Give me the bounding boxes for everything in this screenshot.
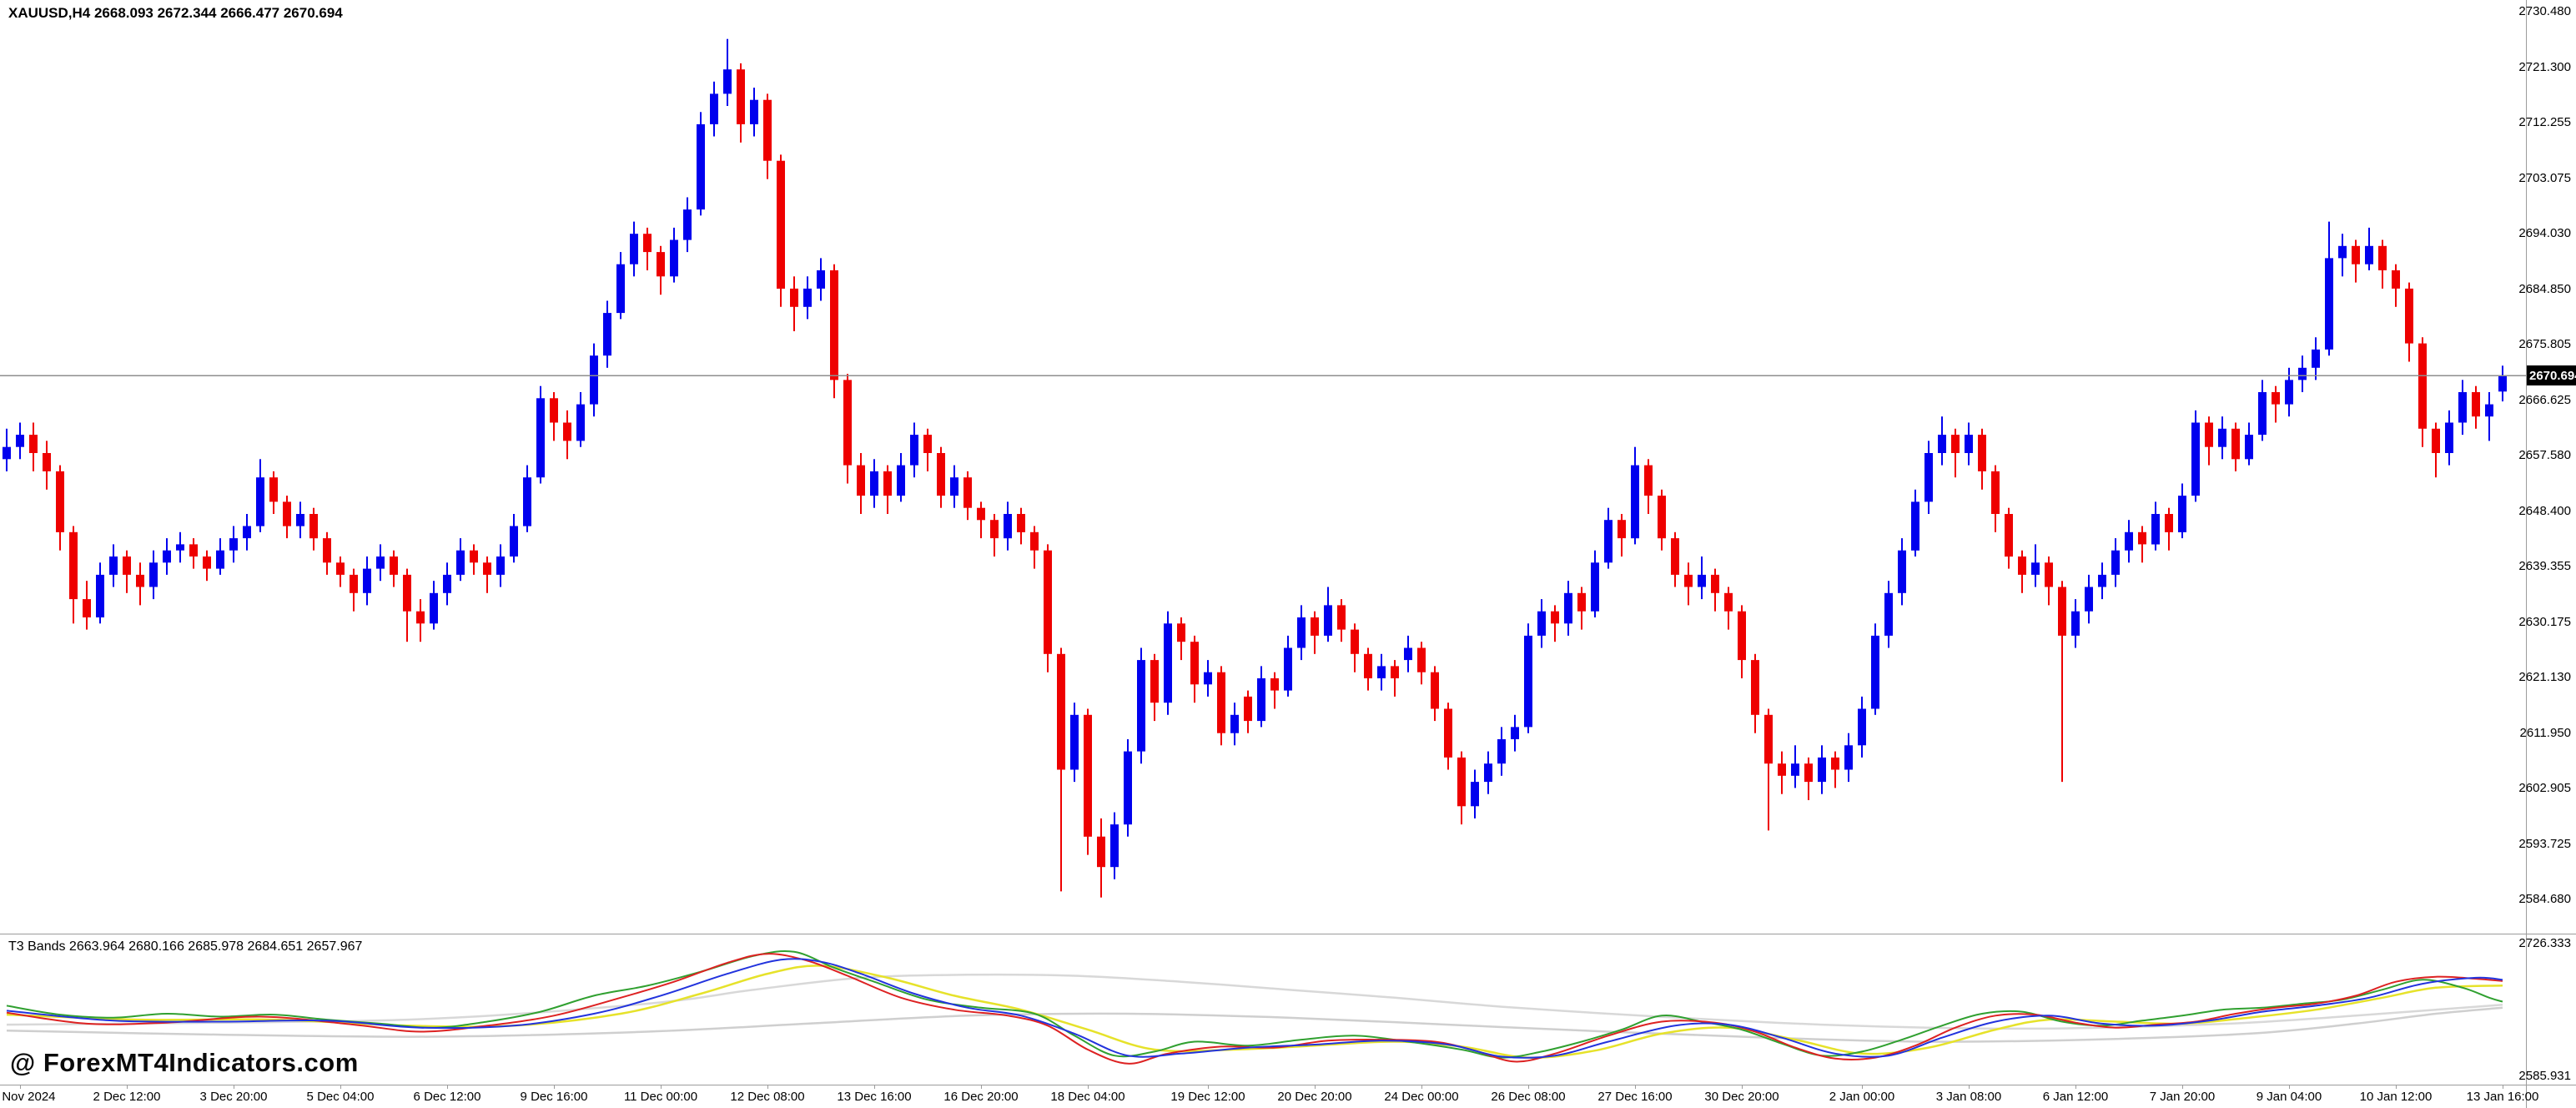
price-axis-label: 2703.075 bbox=[2518, 171, 2571, 185]
time-axis-label: 7 Jan 20:00 bbox=[2149, 1090, 2216, 1104]
time-axis-tick bbox=[340, 1085, 341, 1089]
time-axis-tick bbox=[1862, 1085, 1863, 1089]
price-axis-label: 2639.355 bbox=[2518, 559, 2571, 573]
time-axis-tick bbox=[767, 1085, 768, 1089]
time-axis-label: 19 Dec 12:00 bbox=[1170, 1090, 1245, 1104]
time-axis-tick bbox=[661, 1085, 662, 1089]
time-axis-tick bbox=[447, 1085, 448, 1089]
time-axis-tick bbox=[127, 1085, 128, 1089]
time-axis-tick bbox=[1088, 1085, 1089, 1089]
time-axis-tick bbox=[20, 1085, 21, 1089]
time-axis-label: 13 Jan 16:00 bbox=[2466, 1090, 2539, 1104]
time-axis-label: 12 Dec 08:00 bbox=[730, 1090, 805, 1104]
time-axis-tick bbox=[2182, 1085, 2183, 1089]
t3-blue-line bbox=[6, 958, 2503, 1059]
band-upper-gray-line bbox=[6, 973, 2503, 1030]
indicator-title: T3 Bands 2663.964 2680.166 2685.978 2684… bbox=[8, 939, 363, 954]
main-price-chart[interactable] bbox=[0, 0, 2526, 934]
time-axis-tick bbox=[2396, 1085, 2397, 1089]
time-axis-label: 24 Dec 00:00 bbox=[1384, 1090, 1459, 1104]
indicator-axis-label: 2726.333 bbox=[2518, 936, 2571, 950]
time-axis-label: 2 Jan 00:00 bbox=[1829, 1090, 1895, 1104]
time-axis-label: 16 Dec 20:00 bbox=[943, 1090, 1019, 1104]
price-axis-label: 2666.625 bbox=[2518, 393, 2571, 407]
time-axis-label: 9 Jan 04:00 bbox=[2256, 1090, 2322, 1104]
price-axis-label: 2621.130 bbox=[2518, 670, 2571, 684]
time-axis-tick bbox=[1528, 1085, 1529, 1089]
current-price-tag: 2670.694 bbox=[2527, 365, 2576, 385]
time-axis-label: 3 Jan 08:00 bbox=[1935, 1090, 2002, 1104]
time-axis-tick bbox=[874, 1085, 875, 1089]
time-axis-label: 18 Dec 04:00 bbox=[1050, 1090, 1125, 1104]
axis-border bbox=[2526, 0, 2527, 1108]
time-axis-label: 26 Dec 08:00 bbox=[1491, 1090, 1566, 1104]
time-axis-label: 6 Dec 12:00 bbox=[413, 1090, 481, 1104]
time-axis-label: 11 Dec 00:00 bbox=[623, 1090, 698, 1104]
time-axis-tick bbox=[981, 1085, 982, 1089]
time-axis-tick bbox=[2075, 1085, 2076, 1089]
time-axis-label: 3 Dec 20:00 bbox=[199, 1090, 268, 1104]
price-axis-label: 2694.030 bbox=[2518, 226, 2571, 240]
t3-green-line bbox=[6, 949, 2503, 1059]
price-axis-label: 2630.175 bbox=[2518, 615, 2571, 629]
time-axis-tick bbox=[2289, 1085, 2290, 1089]
indicator-axis-label: 2585.931 bbox=[2518, 1069, 2571, 1083]
time-axis-label: 5 Dec 04:00 bbox=[306, 1090, 375, 1104]
time-axis-label: 2 Dec 12:00 bbox=[93, 1090, 161, 1104]
time-axis-label: 30 Dec 20:00 bbox=[1704, 1090, 1779, 1104]
price-axis-label: 2648.400 bbox=[2518, 504, 2571, 518]
price-axis-label: 2721.300 bbox=[2518, 60, 2571, 74]
time-axis-tick bbox=[1315, 1085, 1316, 1089]
time-axis-label: 10 Jan 12:00 bbox=[2359, 1090, 2433, 1104]
time-axis-label: 13 Dec 16:00 bbox=[837, 1090, 912, 1104]
time-axis-label: 29 Nov 2024 bbox=[0, 1090, 56, 1104]
time-axis-tick bbox=[1421, 1085, 1422, 1089]
price-axis-label: 2675.805 bbox=[2518, 337, 2571, 351]
price-axis-label: 2657.580 bbox=[2518, 448, 2571, 462]
price-axis-label: 2593.725 bbox=[2518, 837, 2571, 851]
price-axis-label: 2684.850 bbox=[2518, 282, 2571, 296]
t3-red-line bbox=[6, 953, 2503, 1065]
time-axis-tick bbox=[1742, 1085, 1743, 1089]
price-axis-label: 2611.950 bbox=[2519, 726, 2571, 740]
time-axis-tick bbox=[554, 1085, 555, 1089]
band-lower-gray-line bbox=[6, 1006, 2503, 1043]
time-axis-label: 27 Dec 16:00 bbox=[1597, 1090, 1673, 1104]
time-axis-tick bbox=[1208, 1085, 1209, 1089]
price-axis-label: 2712.255 bbox=[2518, 115, 2571, 129]
time-axis-label: 20 Dec 20:00 bbox=[1277, 1090, 1352, 1104]
t3bands-indicator-chart[interactable] bbox=[0, 934, 2526, 1085]
time-axis-label: 6 Jan 12:00 bbox=[2042, 1090, 2109, 1104]
watermark: @ ForexMT4Indicators.com bbox=[10, 1048, 359, 1077]
t3-yellow-line bbox=[6, 964, 2503, 1059]
time-axis-label: 9 Dec 16:00 bbox=[520, 1090, 588, 1104]
price-axis-label: 2730.480 bbox=[2518, 4, 2571, 18]
time-axis-tick bbox=[1635, 1085, 1636, 1089]
price-axis-label: 2584.680 bbox=[2518, 892, 2571, 906]
symbol-ohlc-header: XAUUSD,H4 2668.093 2672.344 2666.477 267… bbox=[8, 5, 343, 21]
time-axis-tick bbox=[1969, 1085, 1970, 1089]
price-axis-label: 2602.905 bbox=[2518, 781, 2571, 795]
